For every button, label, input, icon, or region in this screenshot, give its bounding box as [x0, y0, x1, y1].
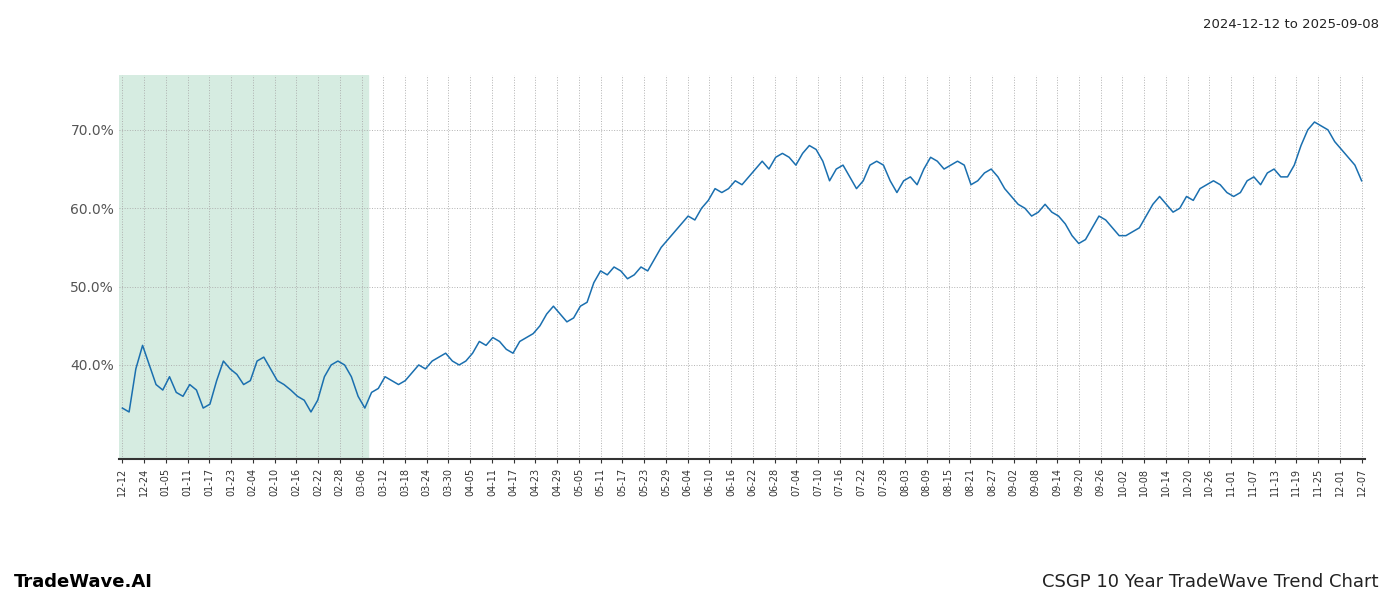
Text: 2024-12-12 to 2025-09-08: 2024-12-12 to 2025-09-08 [1203, 18, 1379, 31]
Text: CSGP 10 Year TradeWave Trend Chart: CSGP 10 Year TradeWave Trend Chart [1043, 573, 1379, 591]
Bar [119, 75, 368, 459]
Text: TradeWave.AI: TradeWave.AI [14, 573, 153, 591]
